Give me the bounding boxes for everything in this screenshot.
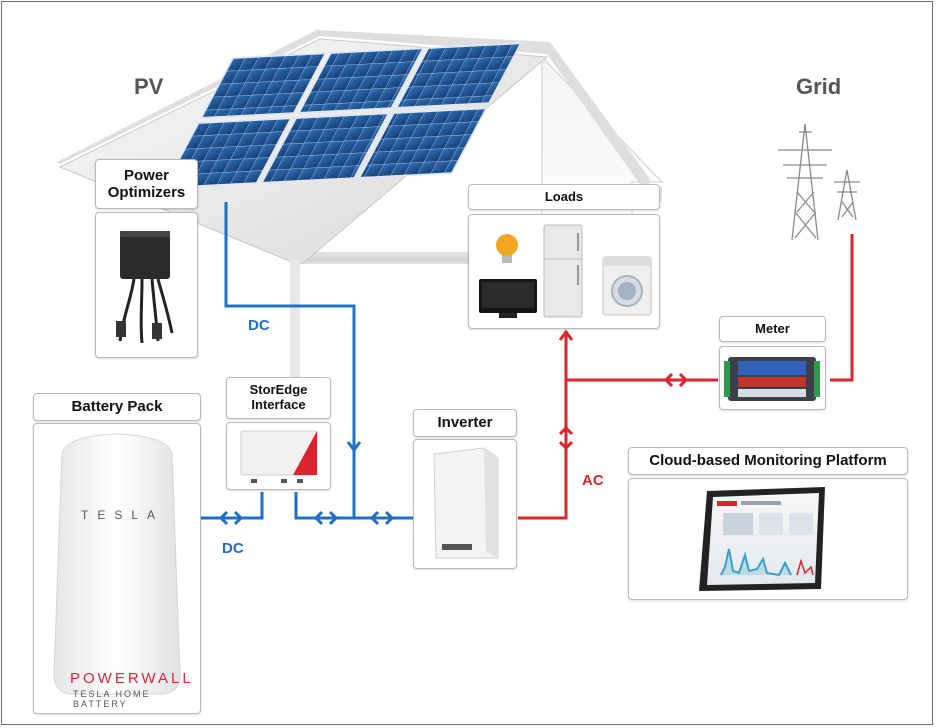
ac-arrow-icon: [558, 329, 689, 451]
dc-label-upper: DC: [248, 317, 270, 334]
ac-label: AC: [582, 472, 604, 489]
meter-label: Meter: [755, 320, 790, 336]
energy-meter-icon: [724, 357, 820, 401]
battery-pack-label: Battery Pack: [71, 398, 163, 416]
tv-icon: [479, 279, 537, 318]
power-optimizers-title: Power Optimizers: [95, 159, 198, 209]
dc-label-lower: DC: [222, 540, 244, 557]
power-optimizers-label: Power Optimizers: [107, 166, 186, 201]
cloud-monitoring-box: [628, 478, 908, 600]
light-bulb-icon: [496, 234, 518, 263]
refrigerator-icon: [543, 224, 583, 318]
loads-box: [468, 214, 660, 329]
grid-label: Grid: [796, 74, 842, 99]
storedge-box: [226, 422, 331, 490]
loads-title: Loads: [468, 184, 660, 210]
power-optimizers-box: [95, 212, 198, 358]
tablet-monitor-icon: [699, 487, 825, 591]
inverter-label: Inverter: [437, 414, 493, 432]
loads-label: Loads: [544, 188, 584, 204]
meter-title: Meter: [719, 316, 826, 342]
powerwall-subtitle: TESLA HOME BATTERY: [73, 689, 151, 709]
powerwall-text: POWERWALL: [70, 670, 194, 687]
storedge-title: StorEdge Interface: [226, 377, 331, 419]
cloud-monitoring-label: Cloud-based Monitoring Platform: [649, 452, 887, 470]
cloud-monitoring-title: Cloud-based Monitoring Platform: [628, 447, 908, 475]
storedge-label-line2: Interface: [251, 397, 306, 412]
transmission-tower-icon: [778, 123, 860, 241]
storedge-label-line1: StorEdge: [249, 382, 308, 398]
pv-label: PV: [134, 74, 164, 99]
power-optimizer-device-icon: [116, 231, 174, 344]
ac-wiring: [518, 234, 854, 520]
inverter-title: Inverter: [413, 409, 517, 437]
battery-pack-box: TESLA POWERWALL TESLA HOME BATTERY: [33, 423, 201, 714]
washing-machine-icon: [602, 256, 652, 316]
appliances-icon: [479, 224, 652, 318]
inverter-device-icon: [433, 447, 499, 559]
storedge-device-icon: [240, 430, 318, 483]
powerwall-device-icon: [53, 433, 181, 695]
dc-arrow-icon: [218, 441, 395, 526]
solar-array: [162, 42, 523, 189]
tesla-brand-text: TESLA: [81, 508, 165, 522]
battery-pack-title: Battery Pack: [33, 393, 201, 421]
meter-box: [719, 346, 826, 410]
inverter-box: [413, 439, 517, 569]
